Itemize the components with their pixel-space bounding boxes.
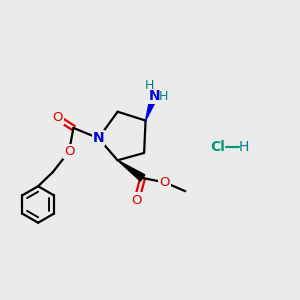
Text: H: H [144,79,154,92]
Text: N: N [148,88,160,103]
Text: Cl: Cl [210,140,225,154]
Text: H: H [159,91,169,103]
Polygon shape [146,94,158,121]
Text: O: O [64,145,74,158]
Text: O: O [160,176,170,189]
Text: H: H [239,140,249,154]
Text: O: O [52,111,62,124]
Text: N: N [93,131,104,145]
Polygon shape [118,160,145,181]
Text: O: O [131,194,142,207]
